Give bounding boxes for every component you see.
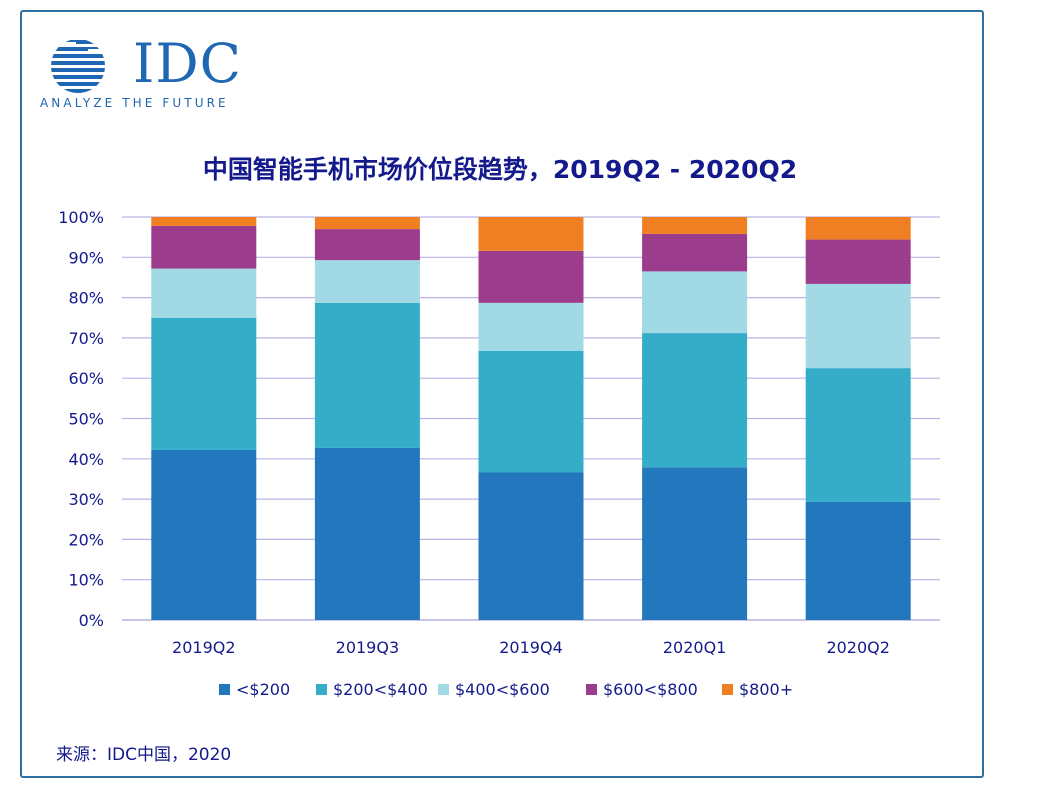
x-tick-label: 2019Q2: [172, 638, 236, 657]
bar-segment: [151, 225, 257, 269]
y-axis-ticks: 0% 10% 20% 30% 40% 50% 60% 70% 80% 90% 100%: [58, 208, 104, 630]
y-tick-label: 60%: [68, 369, 104, 388]
bar-segment: [314, 229, 420, 261]
y-tick-label: 50%: [68, 410, 104, 429]
legend-swatch: [438, 684, 449, 695]
bar-segment: [314, 260, 420, 303]
x-tick-label: 2020Q1: [663, 638, 727, 657]
legend-label: $800+: [739, 680, 793, 699]
bars: [151, 217, 911, 620]
bar-segment: [805, 501, 911, 620]
x-axis-ticks: 2019Q2 2019Q3 2019Q4 2020Q1 2020Q2: [172, 638, 890, 657]
bar-segment: [805, 217, 911, 240]
bar-segment: [642, 233, 748, 272]
bar-segment: [151, 268, 257, 318]
bar-segment: [478, 217, 584, 251]
bar-segment: [314, 217, 420, 230]
legend-label: $600<$800: [603, 680, 698, 699]
bar-segment: [642, 333, 748, 468]
bar-segment: [478, 250, 584, 303]
legend-label: $200<$400: [333, 680, 428, 699]
bar-segment: [642, 217, 748, 234]
idc-logo: IDC ANALYZE THE FUTURE: [40, 34, 270, 118]
bar-segment: [642, 271, 748, 334]
bar-segment: [805, 368, 911, 502]
legend-swatch: [722, 684, 733, 695]
bar-segment: [642, 467, 748, 620]
x-tick-label: 2019Q3: [336, 638, 400, 657]
logo-tagline: ANALYZE THE FUTURE: [40, 96, 229, 110]
y-tick-label: 80%: [68, 289, 104, 308]
bar-segment: [478, 350, 584, 473]
legend-swatch: [586, 684, 597, 695]
globe-icon: [42, 40, 118, 93]
bar-segment: [314, 302, 420, 448]
bar-segment: [805, 283, 911, 369]
logo-wordmark: IDC: [133, 32, 242, 95]
chart-title: 中国智能手机市场价位段趋势，2019Q2 - 2020Q2: [202, 155, 798, 184]
y-tick-label: 20%: [68, 530, 104, 549]
source-note: 来源：IDC中国，2020: [56, 745, 232, 765]
x-tick-label: 2019Q4: [499, 638, 563, 657]
legend-label: $400<$600: [455, 680, 550, 699]
y-tick-label: 30%: [68, 490, 104, 509]
legend-swatch: [316, 684, 327, 695]
bar-segment: [478, 472, 584, 620]
y-tick-label: 40%: [68, 450, 104, 469]
x-tick-label: 2020Q2: [826, 638, 890, 657]
y-tick-label: 0%: [79, 611, 104, 630]
legend-swatch: [219, 684, 230, 695]
y-tick-label: 100%: [58, 208, 104, 227]
bar-segment: [805, 239, 911, 284]
y-tick-label: 70%: [68, 329, 104, 348]
bar-segment: [151, 449, 257, 620]
legend-label: <$200: [236, 680, 290, 699]
bar-segment: [151, 217, 257, 226]
y-tick-label: 90%: [68, 248, 104, 267]
y-tick-label: 10%: [68, 571, 104, 590]
bar-segment: [478, 302, 584, 351]
legend: <$200 $200<$400 $400<$600 $600<$800 $800+: [219, 680, 793, 699]
bar-segment: [151, 317, 257, 450]
bar-segment: [314, 447, 420, 620]
